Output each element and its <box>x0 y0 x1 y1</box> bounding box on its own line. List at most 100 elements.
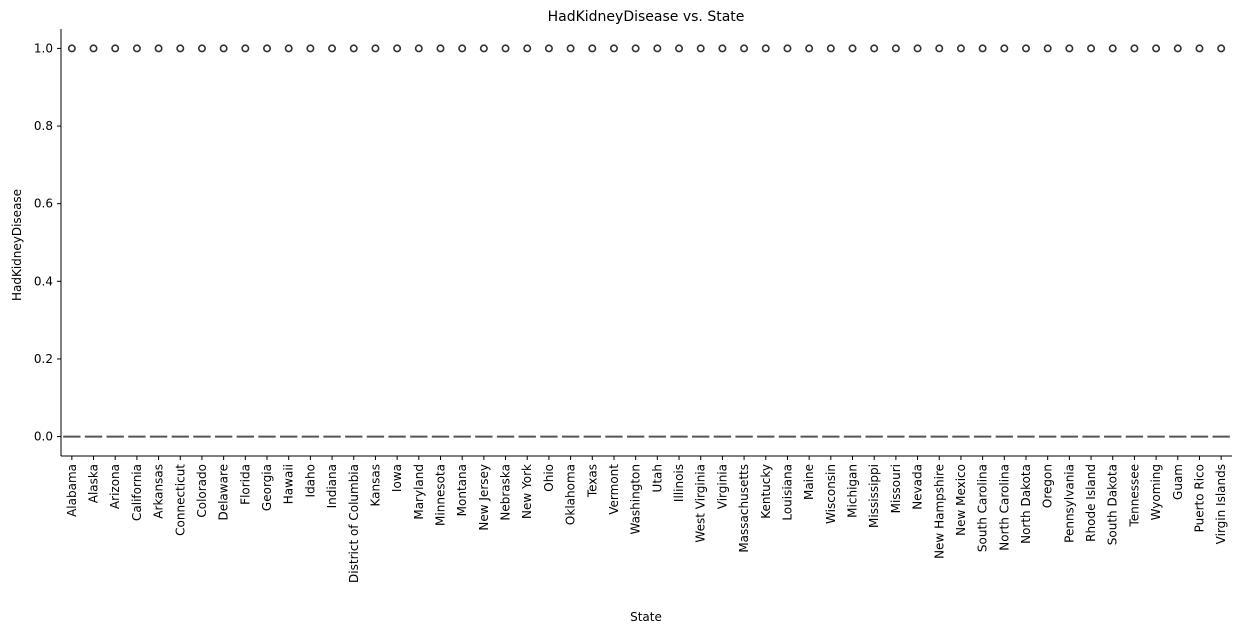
x-tick-label: South Carolina <box>976 464 990 552</box>
outlier-point-24 <box>588 44 597 53</box>
x-tick-label: Connecticut <box>173 464 187 536</box>
outlier-point-5 <box>176 44 185 53</box>
y-axis-label: HadKidneyDisease <box>10 189 24 301</box>
outlier-point-9 <box>263 44 272 53</box>
x-tick-label: Wisconsin <box>824 464 838 524</box>
outlier-point-53 <box>1217 44 1226 53</box>
y-tick-label: 0.4 <box>34 274 53 288</box>
x-tick-label: Iowa <box>390 464 404 492</box>
x-tick-label: Oregon <box>1041 464 1055 508</box>
outlier-point-52 <box>1195 44 1204 53</box>
x-tick-label: Arkansas <box>152 464 166 519</box>
x-tick-label: Rhode Island <box>1084 464 1098 542</box>
x-tick-label: Arizona <box>108 464 122 509</box>
outlier-point-1 <box>89 44 98 53</box>
outlier-point-7 <box>219 44 228 53</box>
outlier-point-27 <box>653 44 662 53</box>
outlier-point-36 <box>848 44 857 53</box>
outlier-point-41 <box>956 44 965 53</box>
outlier-point-49 <box>1130 44 1139 53</box>
x-tick-label: North Carolina <box>997 464 1011 551</box>
x-tick-label: Delaware <box>217 464 231 521</box>
x-tick-label: Kentucky <box>759 464 773 519</box>
x-tick-label: Hawaii <box>282 464 296 504</box>
x-tick-label: Ohio <box>542 464 556 492</box>
x-tick-label: Puerto Rico <box>1192 464 1206 532</box>
x-tick-label: Minnesota <box>433 464 447 526</box>
y-tick-label: 0.6 <box>34 197 53 211</box>
outlier-point-32 <box>761 44 770 53</box>
outlier-point-42 <box>978 44 987 53</box>
x-axis-label: State <box>630 610 662 624</box>
outlier-point-0 <box>67 44 76 53</box>
x-tick-label: Pennsylvania <box>1062 464 1076 543</box>
outlier-point-12 <box>328 44 337 53</box>
x-tick-label: South Dakota <box>1106 464 1120 545</box>
x-tick-label: Maine <box>802 464 816 500</box>
outlier-point-4 <box>154 44 163 53</box>
x-tick-label: Washington <box>629 464 643 535</box>
outlier-point-22 <box>544 44 553 53</box>
outlier-point-50 <box>1152 44 1161 53</box>
x-tick-label: Maryland <box>412 464 426 520</box>
x-tick-label: Kansas <box>368 464 382 506</box>
outlier-point-21 <box>523 44 532 53</box>
x-tick-label: Nebraska <box>499 464 513 521</box>
x-axis: Alabama Alaska Arizona California Arkansas Co… <box>61 455 1232 583</box>
x-tick-label: California <box>130 464 144 521</box>
outlier-point-28 <box>675 44 684 53</box>
y-tick-label: 1.0 <box>34 41 53 55</box>
x-tick-label: Virgin Islands <box>1214 464 1228 544</box>
outlier-point-35 <box>826 44 835 53</box>
outlier-point-43 <box>1000 44 1009 53</box>
x-tick-label: New Jersey <box>477 464 491 531</box>
x-tick-label: Guam <box>1171 464 1185 500</box>
outlier-point-51 <box>1173 44 1182 53</box>
outlier-point-11 <box>306 44 315 53</box>
outlier-point-31 <box>740 44 749 53</box>
outlier-point-6 <box>197 44 206 53</box>
x-tick-label: Tennessee <box>1127 464 1141 528</box>
outlier-point-47 <box>1087 44 1096 53</box>
x-tick-label: Michigan <box>846 464 860 518</box>
x-tick-label: Missouri <box>889 464 903 513</box>
outlier-point-23 <box>566 44 575 53</box>
outlier-point-44 <box>1021 44 1030 53</box>
x-tick-label: District of Columbia <box>347 464 361 583</box>
outlier-point-48 <box>1108 44 1117 53</box>
y-tick-label: 0.2 <box>34 352 53 366</box>
x-tick-label: Florida <box>238 464 252 505</box>
x-tick-label: New York <box>520 464 534 519</box>
x-tick-label: Wyoming <box>1149 464 1163 520</box>
x-tick-label: Idaho <box>303 464 317 497</box>
x-tick-label: Alabama <box>65 464 79 517</box>
outlier-point-2 <box>111 44 120 53</box>
outlier-point-16 <box>414 44 423 53</box>
x-tick-label: Illinois <box>672 464 686 502</box>
y-tick-label: 0.8 <box>34 119 53 133</box>
x-tick-label: Nevada <box>911 464 925 510</box>
x-tick-label: Alaska <box>87 464 101 503</box>
x-tick-label: Indiana <box>325 464 339 508</box>
x-tick-label: North Dakota <box>1019 464 1033 544</box>
x-tick-label: Utah <box>650 464 664 492</box>
outlier-point-25 <box>609 44 618 53</box>
outlier-point-13 <box>349 44 358 53</box>
chart-title: HadKidneyDisease vs. State <box>548 9 745 25</box>
outlier-point-19 <box>479 44 488 53</box>
outlier-point-8 <box>241 44 250 53</box>
x-tick-label: New Mexico <box>954 464 968 536</box>
x-tick-label: Virginia <box>715 464 729 509</box>
x-tick-label: Texas <box>585 464 599 498</box>
y-tick-label: 0.0 <box>34 430 53 444</box>
outlier-point-18 <box>458 44 467 53</box>
outlier-point-33 <box>783 44 792 53</box>
outlier-point-46 <box>1065 44 1074 53</box>
x-tick-label: Georgia <box>260 464 274 511</box>
outlier-point-45 <box>1043 44 1052 53</box>
x-tick-label: West Virginia <box>694 464 708 543</box>
outlier-point-17 <box>436 44 445 53</box>
x-tick-label: Colorado <box>195 464 209 518</box>
outlier-point-20 <box>501 44 510 53</box>
